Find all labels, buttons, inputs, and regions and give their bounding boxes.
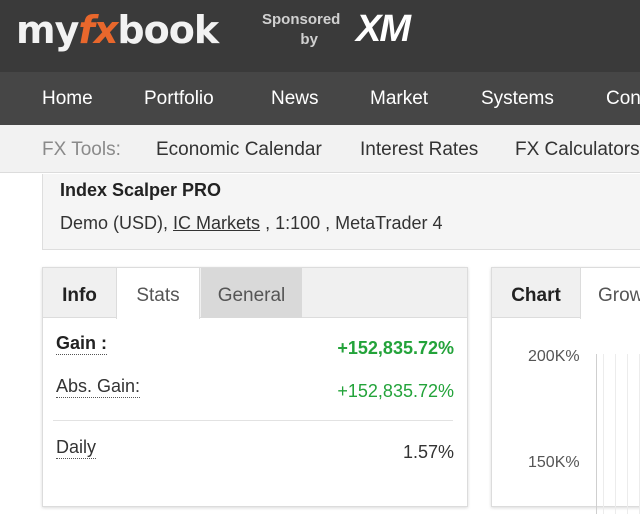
gain-value: +152,835.72% <box>337 338 454 358</box>
fx-tools-label: FX Tools: <box>42 139 121 160</box>
daily-row: Daily 1.57% <box>56 436 454 464</box>
daily-value: 1.57% <box>402 442 454 462</box>
stats-tabs: Info Stats General <box>43 268 467 319</box>
gain-label[interactable]: Gain : <box>56 333 108 355</box>
account-leverage: , 1:100 , <box>265 213 331 233</box>
account-platform: MetaTrader 4 <box>335 213 443 233</box>
myfxbook-logo[interactable]: myfxbook <box>16 8 219 52</box>
gain-row: Gain : +152,835.72% <box>56 332 454 360</box>
broker-link[interactable]: IC Markets <box>173 213 261 233</box>
xm-logo[interactable]: XM <box>356 8 411 50</box>
tab-info[interactable]: Info <box>62 285 97 306</box>
logo-prefix: my <box>16 8 79 52</box>
nav-home[interactable]: Home <box>42 88 93 109</box>
nav-community[interactable]: Con <box>606 88 640 109</box>
nav-news[interactable]: News <box>271 88 319 109</box>
tool-fx-calculators[interactable]: FX Calculators <box>515 139 640 160</box>
tab-chart[interactable]: Chart <box>511 285 561 306</box>
nav-market[interactable]: Market <box>370 88 429 109</box>
account-name: Index Scalper PRO <box>60 180 222 200</box>
stats-divider <box>53 420 453 421</box>
tab-growth[interactable]: Grow <box>580 268 640 319</box>
y-tick-200k: 200K% <box>528 348 580 365</box>
tab-general[interactable]: General <box>201 268 302 318</box>
logo-fx: fx <box>78 8 118 52</box>
account-meta: Demo (USD), IC Markets , 1:100 , MetaTra… <box>60 213 443 234</box>
stats-panel: Info Stats General Gain : +152,835.72% A… <box>42 267 468 507</box>
abs-gain-label[interactable]: Abs. Gain: <box>56 376 141 398</box>
y-tick-150k: 150K% <box>528 454 580 471</box>
chart-panel: Chart Grow 200K% 150K% <box>491 267 640 514</box>
nav-systems[interactable]: Systems <box>481 88 554 109</box>
sponsored-label: Sponsored <box>262 11 341 28</box>
tool-economic-calendar[interactable]: Economic Calendar <box>156 139 322 160</box>
abs-gain-row: Abs. Gain: +152,835.72% <box>56 375 454 403</box>
main-nav: Home Portfolio News Market Systems Con <box>0 72 640 125</box>
grid-line <box>615 354 616 514</box>
by-label: by <box>300 31 318 48</box>
tool-interest-rates[interactable]: Interest Rates <box>360 139 479 160</box>
account-type: Demo (USD), <box>60 213 169 233</box>
sponsored-by-text: Sponsored by <box>262 10 340 50</box>
grid-line <box>603 354 604 514</box>
logo-suffix: book <box>117 8 219 52</box>
grid-line <box>627 354 628 514</box>
fx-tools-bar: FX Tools: Economic Calendar Interest Rat… <box>0 125 640 173</box>
daily-label[interactable]: Daily <box>56 437 97 459</box>
brand-bar: myfxbook Sponsored by XM <box>0 0 640 72</box>
tab-stats[interactable]: Stats <box>116 268 200 319</box>
nav-portfolio[interactable]: Portfolio <box>144 88 214 109</box>
chart-plot-area <box>596 354 640 514</box>
abs-gain-value: +152,835.72% <box>337 381 454 401</box>
chart-tabs: Chart Grow <box>492 268 640 319</box>
account-header: Index Scalper PRO Demo (USD), IC Markets… <box>42 174 640 250</box>
